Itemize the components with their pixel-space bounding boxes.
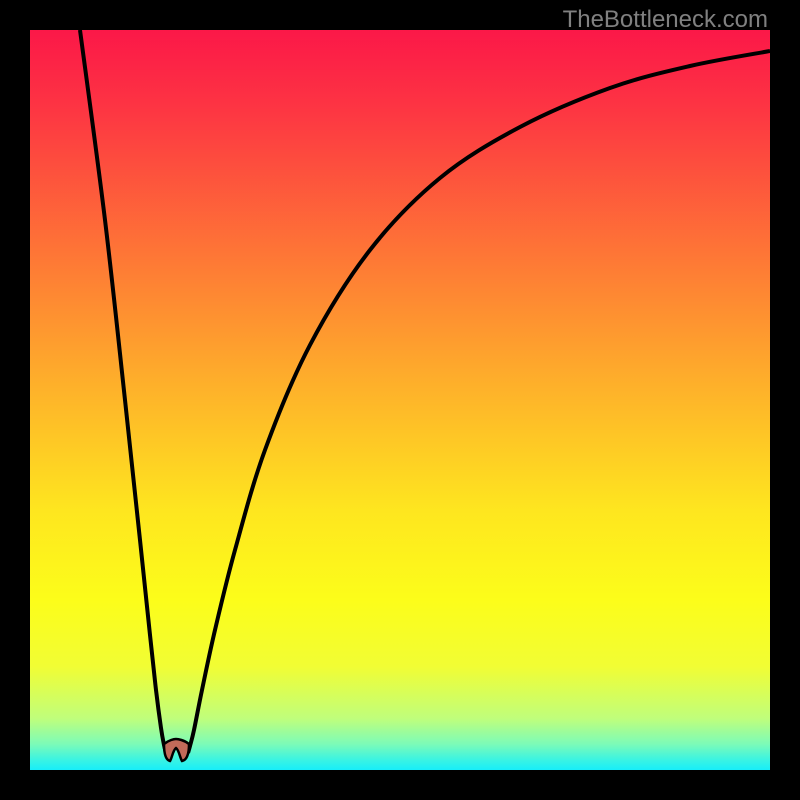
bottleneck-chart-svg bbox=[30, 30, 770, 770]
chart-area bbox=[30, 30, 770, 770]
chart-canvas: TheBottleneck.com bbox=[0, 0, 800, 800]
chart-background bbox=[30, 30, 770, 770]
